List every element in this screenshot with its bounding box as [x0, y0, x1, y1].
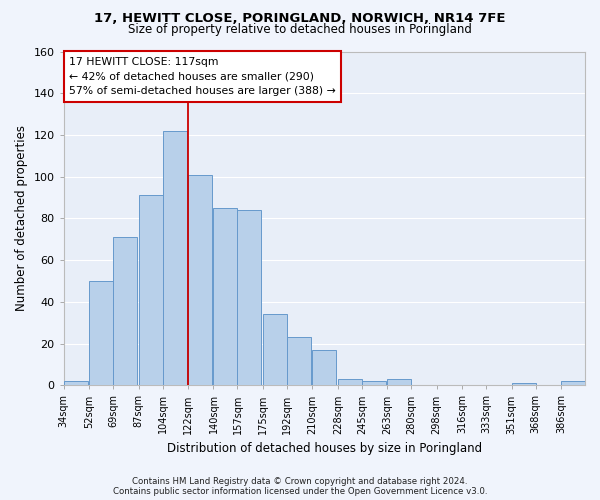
Text: Contains HM Land Registry data © Crown copyright and database right 2024.
Contai: Contains HM Land Registry data © Crown c…	[113, 476, 487, 496]
Y-axis label: Number of detached properties: Number of detached properties	[15, 126, 28, 312]
Bar	[163, 131, 187, 386]
Bar	[387, 379, 411, 386]
Bar	[188, 174, 212, 386]
Bar	[287, 338, 311, 386]
Text: 17 HEWITT CLOSE: 117sqm
← 42% of detached houses are smaller (290)
57% of semi-d: 17 HEWITT CLOSE: 117sqm ← 42% of detache…	[69, 56, 335, 96]
Bar	[238, 210, 262, 386]
Text: 17, HEWITT CLOSE, PORINGLAND, NORWICH, NR14 7FE: 17, HEWITT CLOSE, PORINGLAND, NORWICH, N…	[94, 12, 506, 26]
Bar	[214, 208, 238, 386]
Bar	[139, 196, 163, 386]
Bar	[338, 379, 362, 386]
Bar	[362, 381, 386, 386]
X-axis label: Distribution of detached houses by size in Poringland: Distribution of detached houses by size …	[167, 442, 482, 455]
Bar	[113, 237, 137, 386]
Bar	[89, 281, 113, 386]
Bar	[64, 381, 88, 386]
Bar	[512, 383, 536, 386]
Text: Size of property relative to detached houses in Poringland: Size of property relative to detached ho…	[128, 22, 472, 36]
Bar	[561, 381, 585, 386]
Bar	[313, 350, 337, 386]
Bar	[263, 314, 287, 386]
